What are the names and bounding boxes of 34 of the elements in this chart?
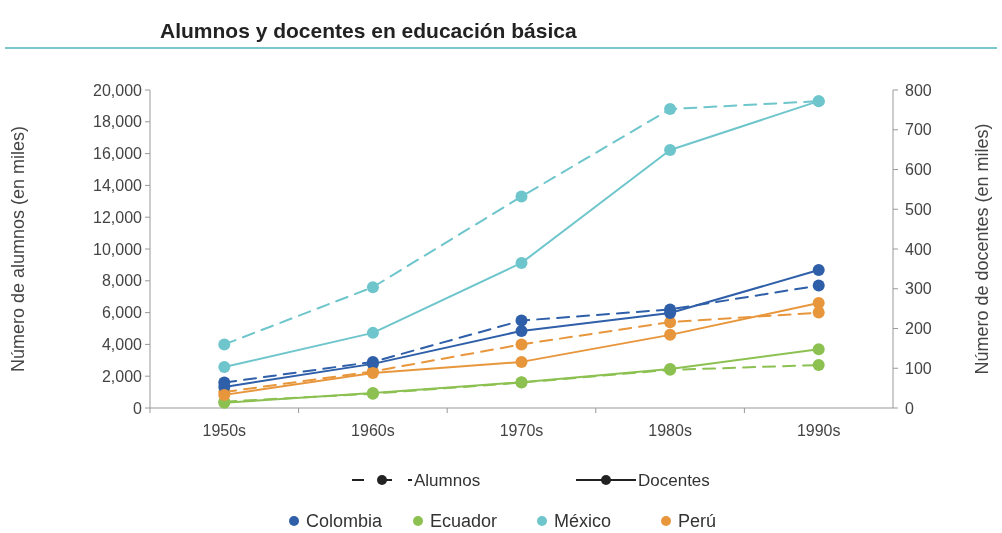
y2-tick-label: 500 bbox=[905, 200, 932, 218]
y2-tick-label: 700 bbox=[905, 121, 932, 139]
x-tick-label: 1980s bbox=[648, 422, 692, 439]
x-tick-label: 1950s bbox=[202, 422, 247, 439]
y-tick-label: 12,000 bbox=[93, 208, 143, 226]
legend-label: Perú bbox=[678, 511, 717, 532]
y2-tick-label: 0 bbox=[905, 399, 914, 417]
y-tick-label: 8,000 bbox=[101, 272, 143, 290]
y-tick-label: 2,000 bbox=[101, 367, 143, 385]
legend-label: México bbox=[554, 511, 612, 532]
text: Docentes bbox=[638, 470, 710, 490]
y2-tick-label: 300 bbox=[905, 280, 932, 298]
text: Alumnos bbox=[414, 470, 481, 490]
y2-tick-label: 800 bbox=[905, 81, 932, 99]
y-tick-label: 20,000 bbox=[93, 81, 143, 99]
y-tick-label: 18,000 bbox=[93, 113, 143, 131]
legend-label: Colombia bbox=[306, 511, 384, 532]
y-tick-label: 14,000 bbox=[93, 177, 143, 194]
y2-tick-label: 200 bbox=[905, 320, 932, 338]
y-tick-label: 16,000 bbox=[93, 145, 143, 163]
y-axis-title: Número de alumnos (en miles) bbox=[8, 125, 28, 373]
y-tick-label: 6,000 bbox=[101, 304, 143, 322]
chart-title: Alumnos y docentes en educación básica bbox=[160, 19, 577, 42]
legend-label: Ecuador bbox=[430, 511, 498, 532]
y-tick-label: 10,000 bbox=[93, 240, 143, 258]
y2-tick-label: 600 bbox=[905, 161, 932, 179]
y2-tick-label: 100 bbox=[905, 359, 932, 377]
x-tick-label: 1970s bbox=[499, 422, 544, 439]
y-tick-label: 0 bbox=[133, 399, 143, 417]
y2-axis-title: Número de docentes (en miles) bbox=[972, 123, 992, 375]
y2-tick-label: 400 bbox=[905, 240, 932, 258]
x-tick-label: 1990s bbox=[796, 422, 841, 439]
x-tick-label: 1960s bbox=[351, 422, 395, 439]
y-tick-label: 4,000 bbox=[101, 336, 143, 353]
